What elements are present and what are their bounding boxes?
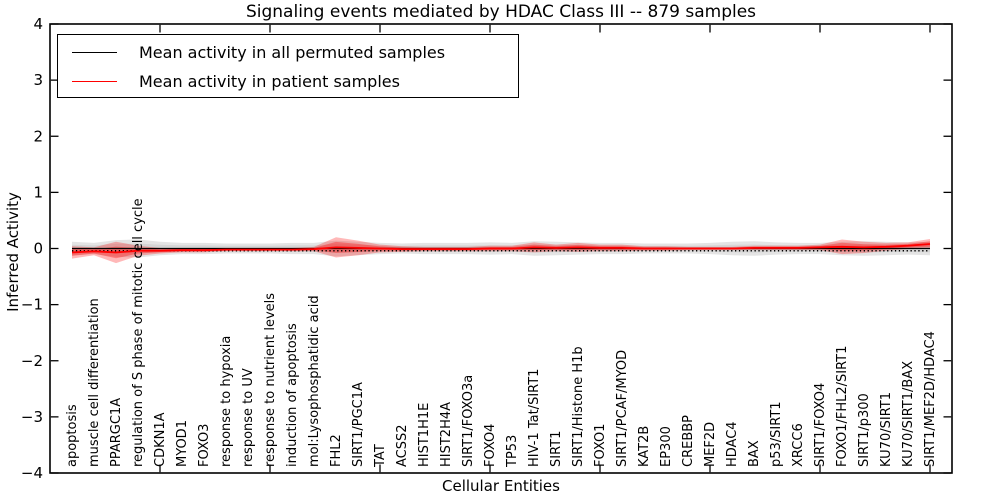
x-category-label: SIRT1/MEF2D/HDAC4 [923, 331, 938, 467]
x-category-label: SIRT1/PGC1A [351, 382, 366, 467]
x-category-label: FOXO4 [483, 424, 498, 467]
x-category-label: induction of apoptosis [285, 323, 300, 467]
x-category-label: muscle cell differentiation [87, 298, 102, 467]
y-tick-label: −2 [21, 352, 43, 370]
x-category-label: KAT2B [637, 426, 652, 467]
x-category-label: FOXO3 [197, 424, 212, 467]
x-category-label: SIRT1/FOXO4 [813, 383, 828, 467]
x-category-label: TAT [373, 444, 388, 468]
y-tick-label: −3 [21, 408, 43, 426]
legend: Mean activity in all permuted samples Me… [57, 34, 519, 98]
axes-frame [49, 23, 953, 474]
legend-item-patient: Mean activity in patient samples [58, 68, 518, 94]
legend-line-sample-patient [72, 80, 117, 82]
patient-mean-line [71, 243, 931, 254]
x-category-label: regulation of S phase of mitotic cell cy… [131, 198, 146, 467]
x-category-label: SIRT1/Histone H1b [571, 346, 586, 467]
legend-item-permuted: Mean activity in all permuted samples [58, 39, 518, 65]
x-category-label: KU70/SIRT1 [879, 392, 894, 467]
x-category-label: HIST2H4A [439, 402, 454, 467]
x-category-label: MYOD1 [175, 420, 190, 467]
x-category-label: KU70/SIRT1/BAX [901, 361, 916, 467]
x-category-label: response to nutrient levels [263, 293, 278, 467]
x-category-label: CREBBP [681, 415, 696, 467]
x-category-label: ACSS2 [395, 424, 410, 467]
x-category-label: SIRT1/FOXO3a [461, 375, 476, 467]
y-tick-label: 4 [33, 15, 43, 33]
y-tick-label: 1 [33, 183, 43, 201]
x-category-label: SIRT1 [549, 431, 564, 467]
x-category-label: BAX [747, 440, 762, 467]
y-tick-label: 2 [33, 127, 43, 145]
x-category-label: FOXO1/FHL2/SIRT1 [835, 346, 850, 467]
y-tick-label: −4 [21, 464, 43, 482]
chart-title: Signaling events mediated by HDAC Class … [245, 2, 757, 22]
x-category-label: MEF2D [703, 422, 718, 467]
x-axis-label: Cellular Entities [442, 477, 560, 495]
x-category-label: EP300 [659, 426, 674, 467]
x-category-label: mol:Lysophosphatidic acid [307, 295, 322, 467]
x-category-label: TP53 [505, 435, 520, 468]
y-tick-label: 3 [33, 71, 43, 89]
x-category-label: apoptosis [65, 404, 80, 467]
x-category-label: FOXO1 [593, 424, 608, 467]
legend-line-sample-permuted [72, 51, 117, 53]
y-tick-label: −1 [21, 296, 43, 314]
patient-spread-band-core [72, 241, 930, 259]
x-category-label: p53/SIRT1 [769, 401, 784, 467]
x-category-label: HIV-1 Tat/SIRT1 [527, 369, 542, 467]
x-category-label: CDKN1A [153, 412, 168, 467]
x-category-label: HDAC4 [725, 421, 740, 467]
x-category-label: response to hypoxia [219, 336, 234, 467]
legend-label-permuted: Mean activity in all permuted samples [139, 42, 446, 62]
x-category-label: SIRT1/p300 [857, 393, 872, 467]
x-category-label: HIST1H1E [417, 403, 432, 467]
x-category-label: XRCC6 [791, 423, 806, 467]
y-tick-label: 0 [33, 240, 43, 258]
x-category-label: response to UV [241, 368, 256, 467]
x-category-label: SIRT1/PCAF/MYOD [615, 350, 630, 467]
x-category-label: FHL2 [329, 434, 344, 467]
x-category-label: PPARGC1A [109, 398, 124, 467]
legend-label-patient: Mean activity in patient samples [139, 71, 400, 91]
